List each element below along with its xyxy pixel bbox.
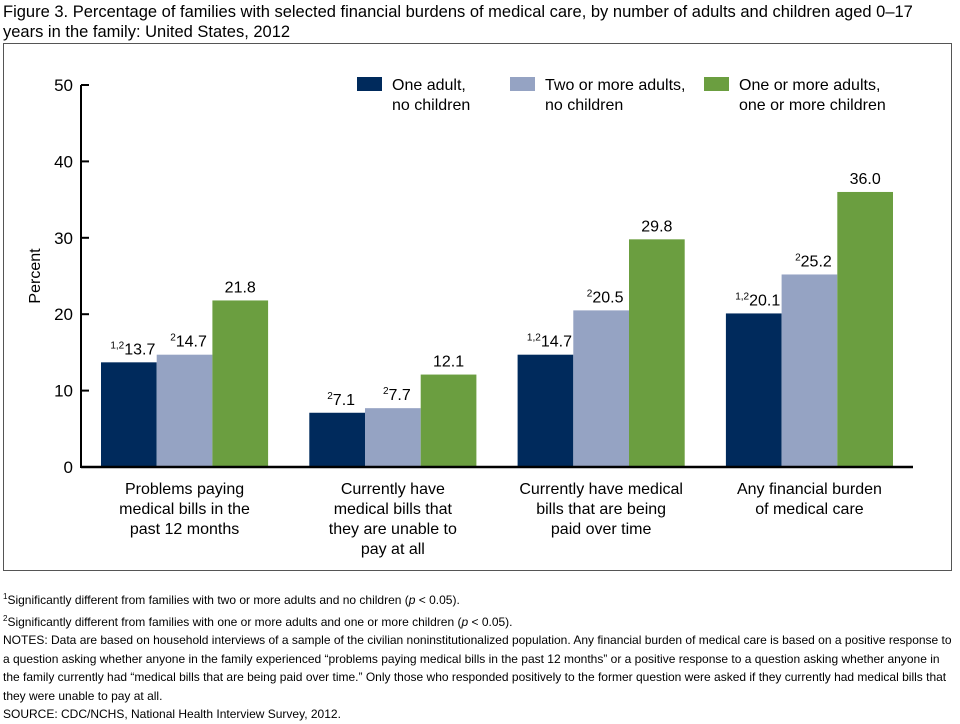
footnote-2-mark: 2 [3, 613, 8, 623]
y-tick-label: 30 [54, 229, 73, 248]
footnote-2-text: Significantly different from families wi… [7, 614, 462, 629]
notes-text: NOTES: Data are based on household inter… [3, 633, 952, 703]
bar-2-group-3 [573, 310, 629, 467]
legend-label-1: One adult, [392, 77, 466, 94]
legend-label-3: one or more children [739, 97, 886, 114]
data-label: 21.8 [225, 279, 256, 296]
x-category-label: Any financial burden [737, 481, 882, 498]
y-axis-label: Percent [27, 248, 44, 304]
x-category-label: of medical care [755, 501, 864, 518]
bar-3-group-3 [629, 239, 685, 467]
footnote-1-text: Significantly different from families wi… [7, 593, 409, 607]
bar-1-group-3 [517, 354, 574, 467]
p-label: p [461, 614, 469, 629]
data-label: 214.7 [170, 333, 207, 351]
p-tail: < 0.05). [468, 614, 513, 629]
data-label-superscript: 1,2 [735, 291, 749, 302]
x-category-label: pay at all [361, 541, 425, 558]
source-text: SOURCE: CDC/NCHS, National Health Interv… [3, 707, 341, 721]
x-category-label: medical bills that [334, 501, 453, 518]
footnote-1-mark: 1 [3, 592, 8, 601]
data-label-value: 14.7 [541, 334, 572, 351]
data-label: 29.8 [641, 218, 672, 235]
data-label-value: 25.2 [801, 253, 832, 270]
data-label-superscript: 1,2 [110, 340, 124, 351]
bar-3-group-4 [837, 191, 893, 467]
chart-frame [3, 43, 952, 571]
legend-swatch-1 [357, 77, 382, 91]
y-tick-label: 10 [54, 382, 73, 401]
y-tick-label: 50 [54, 76, 73, 95]
data-label: 1,214.7 [527, 333, 572, 351]
footnotes: 1Significantly different from families w… [3, 588, 958, 724]
p-label: p [408, 593, 416, 607]
data-label-superscript: 2 [327, 391, 333, 402]
data-label-value: 7.7 [389, 387, 411, 404]
data-label: 225.2 [795, 252, 832, 270]
data-label: 1,213.7 [110, 340, 155, 358]
data-label: 220.5 [587, 288, 624, 306]
data-label: 1,220.1 [735, 291, 780, 309]
data-label: 27.7 [383, 386, 411, 404]
footnote-1: 1Significantly different from families w… [3, 588, 958, 610]
data-label-value: 14.7 [176, 334, 207, 351]
legend-swatch-3 [704, 77, 729, 91]
legend-label-2: no children [545, 97, 623, 114]
bar-1-group-1 [101, 362, 157, 467]
p-tail: < 0.05). [415, 593, 460, 607]
x-category-label: paid over time [551, 521, 652, 538]
x-category-label: medical bills in the [119, 501, 250, 518]
data-label-superscript: 2 [383, 386, 389, 397]
bar-2-group-4 [781, 274, 838, 467]
x-category-label: past 12 months [130, 521, 239, 538]
data-label: 27.1 [327, 391, 355, 409]
bar-3-group-1 [212, 300, 269, 467]
data-label: 12.1 [433, 354, 464, 371]
bar-1-group-4 [725, 313, 782, 467]
data-label-value: 20.5 [592, 289, 623, 306]
x-category-label: they are unable to [329, 521, 457, 538]
data-label-superscript: 2 [587, 288, 593, 299]
data-label-value: 7.1 [333, 392, 355, 409]
footnote-2: 2Significantly different from families w… [3, 610, 958, 632]
bar-2-group-2 [365, 408, 421, 467]
data-label-value: 13.7 [124, 341, 155, 358]
x-category-label: bills that are being [536, 501, 666, 518]
legend-label-2: Two or more adults, [545, 77, 686, 94]
legend-swatch-2 [510, 77, 535, 91]
bar-1-group-2 [309, 412, 365, 467]
data-label-value: 20.1 [749, 292, 780, 309]
x-category-label: Currently have medical [519, 481, 683, 498]
data-label-superscript: 2 [170, 333, 176, 344]
y-tick-label: 40 [54, 152, 73, 171]
bar-chart: 01020304050Percent1,213.7214.721.8Proble… [27, 76, 913, 558]
bar-2-group-1 [156, 354, 213, 467]
data-label-superscript: 2 [795, 252, 801, 263]
x-category-label: Problems paying [125, 481, 244, 498]
y-tick-label: 0 [64, 458, 73, 477]
data-label-superscript: 1,2 [527, 333, 541, 344]
data-label: 36.0 [850, 171, 881, 188]
x-category-label: Currently have [341, 481, 445, 498]
y-tick-label: 20 [54, 305, 73, 324]
figure-title: Figure 3. Percentage of families with se… [3, 3, 913, 41]
legend-label-3: One or more adults, [739, 77, 880, 94]
legend-label-1: no children [392, 97, 470, 114]
bar-3-group-2 [420, 374, 477, 467]
